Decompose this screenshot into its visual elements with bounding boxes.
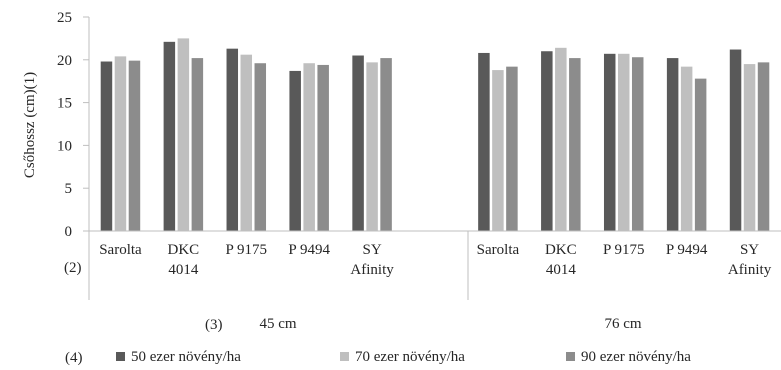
bar	[541, 51, 553, 231]
legend-swatch	[340, 352, 349, 361]
category-label: DKC 4014	[545, 242, 577, 278]
bar	[226, 48, 239, 232]
bar	[114, 56, 127, 231]
category-label: DKC 4014	[168, 242, 200, 278]
bar	[729, 49, 742, 231]
category-label: P 9175	[225, 242, 267, 258]
bar	[694, 78, 707, 232]
legend-label: 70 ezer növény/ha	[355, 349, 465, 365]
bar	[603, 53, 616, 231]
y-tick-label: 0	[65, 224, 73, 240]
y-tick-label: 20	[57, 53, 72, 69]
axes	[88, 17, 781, 300]
bar	[303, 63, 315, 231]
y-tick-label: 25	[57, 10, 72, 26]
y-axis-label: Csőhossz (cm)(1)	[22, 72, 38, 178]
bar	[380, 58, 392, 232]
category-labels: Sarolta DKC 4014 P 9175 P 9494 SY Afinity Sarol…	[99, 242, 771, 278]
category-label: Sarolta	[477, 242, 520, 258]
bar	[254, 63, 267, 231]
bar	[555, 47, 567, 231]
row-marker-3: (3)	[205, 317, 223, 333]
bar	[617, 53, 630, 231]
category-label: SY Afinity	[350, 242, 394, 278]
y-axis-ticks: 0 5 10 15 20 25	[57, 10, 89, 240]
bar	[317, 64, 329, 231]
bar	[177, 38, 190, 232]
bar	[366, 62, 378, 232]
bar	[352, 55, 364, 231]
bars	[100, 38, 770, 232]
bar	[100, 61, 113, 232]
bar	[492, 70, 504, 232]
y-tick-label: 15	[57, 96, 72, 112]
category-label: P 9494	[288, 242, 330, 258]
category-label: P 9494	[666, 242, 708, 258]
category-label: P 9175	[603, 242, 645, 258]
bar	[289, 70, 301, 231]
bar	[191, 58, 204, 232]
row-marker-4: (4)	[65, 350, 83, 366]
legend: 50 ezer növény/ha 70 ezer növény/ha 90 eze…	[116, 349, 691, 365]
category-label: SY Afinity	[728, 242, 772, 278]
legend-swatch	[566, 352, 575, 361]
y-tick-label: 10	[57, 138, 72, 154]
bar	[478, 52, 490, 232]
bar	[680, 66, 693, 231]
bar	[743, 64, 756, 231]
legend-label: 50 ezer növény/ha	[131, 349, 241, 365]
bar	[569, 58, 581, 232]
category-label: Sarolta	[99, 242, 142, 258]
group-label-76cm: 76 cm	[604, 316, 641, 332]
bar	[666, 58, 679, 232]
legend-swatch	[116, 352, 125, 361]
bar	[631, 57, 644, 232]
row-marker-2: (2)	[64, 260, 82, 276]
bar	[757, 62, 770, 232]
y-tick-label: 5	[65, 181, 73, 197]
bar	[128, 60, 141, 231]
bar	[240, 54, 253, 231]
bar	[163, 41, 176, 231]
legend-label: 90 ezer növény/ha	[581, 349, 691, 365]
group-label-45cm: 45 cm	[259, 316, 296, 332]
bar	[506, 66, 518, 231]
